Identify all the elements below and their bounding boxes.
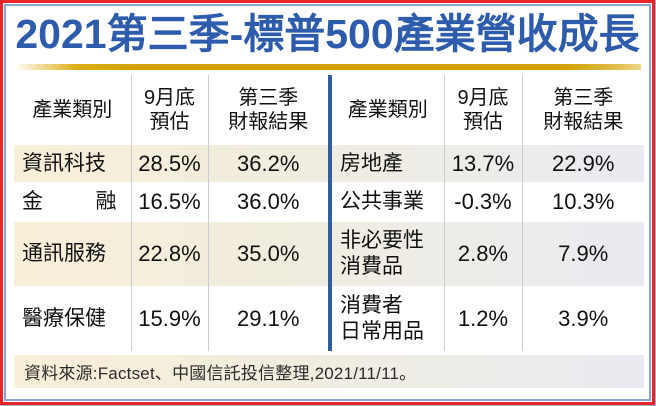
table-row: 通訊服務 22.8% 35.0% 非必要性 消費品 2.8% 7.9% [14, 222, 644, 287]
result-value: 36.2% [237, 150, 300, 176]
inner-blue-frame: 2021第三季-標普500產業營收成長 產業類別 9月底 預估 第三季 財報結果… [4, 4, 651, 401]
estimate-value: -0.3% [444, 182, 523, 223]
industry-label: 金融 [14, 182, 132, 223]
source-note: 資料來源:Factset、中國信託投信整理,2021/11/11。 [14, 355, 644, 389]
gold-divider-rule [14, 64, 641, 71]
left-header-result: 第三季 財報結果 [228, 86, 309, 134]
table-row: 金融 16.5% 36.0% 公共事業 -0.3% 10.3% [14, 182, 644, 223]
table-divider [328, 145, 332, 183]
estimate-value: 22.8% [131, 222, 209, 287]
result-value: 7.9% [558, 241, 609, 267]
table-row: 資訊科技 28.5% 36.2% 房地產 13.7% 22.9% [14, 145, 644, 183]
result-value: 10.3% [552, 189, 615, 215]
table-divider [328, 182, 332, 223]
table-header-row: 產業類別 9月底 預估 第三季 財報結果 產業類別 9月底 預估 第三季 財報結… [14, 75, 644, 146]
left-header-industry: 產業類別 [14, 75, 132, 146]
estimate-value: 13.7% [444, 145, 523, 183]
industry-label: 消費者 日常用品 [332, 286, 445, 352]
right-header-result: 第三季 財報結果 [543, 86, 624, 134]
right-header-industry: 產業類別 [332, 75, 445, 146]
industry-label: 資訊科技 [14, 145, 132, 183]
revenue-growth-table: 產業類別 9月底 預估 第三季 財報結果 產業類別 9月底 預估 第三季 財報結… [14, 75, 644, 352]
industry-label: 醫療保健 [14, 286, 132, 352]
result-value: 36.0% [237, 189, 300, 215]
result-value: 29.1% [237, 305, 300, 331]
table-divider [328, 75, 332, 146]
left-header-estimate: 9月底 預估 [131, 75, 209, 146]
estimate-value: 15.9% [131, 286, 209, 352]
estimate-value: 2.8% [444, 222, 523, 287]
estimate-value: 28.5% [131, 145, 209, 183]
industry-label: 房地產 [332, 145, 445, 183]
page-title: 2021第三季-標普500產業營收成長 [15, 11, 640, 57]
result-value: 35.0% [237, 241, 300, 267]
estimate-value: 16.5% [131, 182, 209, 223]
result-value: 3.9% [558, 305, 609, 331]
table-divider [328, 286, 332, 352]
table-divider [328, 222, 332, 287]
estimate-value: 1.2% [444, 286, 523, 352]
industry-label: 公共事業 [332, 182, 445, 223]
industry-label: 通訊服務 [14, 222, 132, 287]
industry-label: 非必要性 消費品 [332, 222, 445, 287]
table-row: 醫療保健 15.9% 29.1% 消費者 日常用品 1.2% 3.9% [14, 286, 644, 352]
result-value: 22.9% [552, 150, 615, 176]
right-header-estimate: 9月底 預估 [444, 75, 523, 146]
